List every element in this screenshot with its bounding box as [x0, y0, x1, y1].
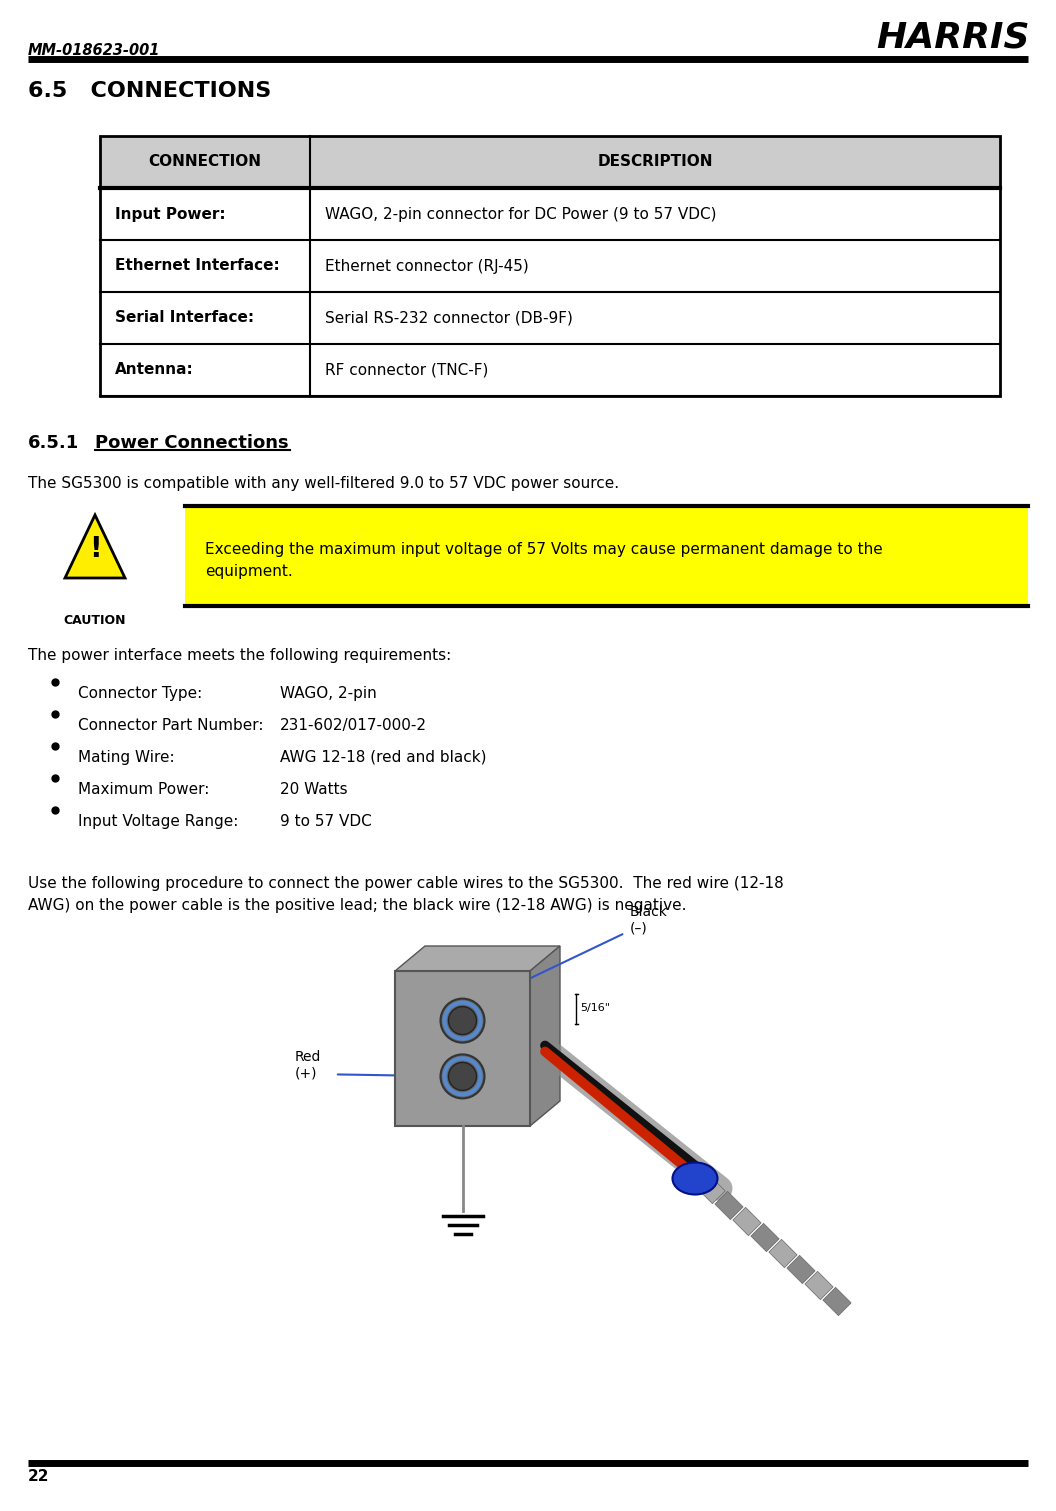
Circle shape [449, 1062, 476, 1091]
Bar [185, 506, 1027, 606]
Text: The power interface meets the following requirements:: The power interface meets the following … [29, 648, 451, 663]
Circle shape [449, 1006, 476, 1035]
Text: CAUTION: CAUTION [63, 613, 127, 627]
Text: Serial RS-232 connector (DB-9F): Serial RS-232 connector (DB-9F) [325, 310, 572, 325]
Text: WAGO, 2-pin connector for DC Power (9 to 57 VDC): WAGO, 2-pin connector for DC Power (9 to… [325, 207, 717, 222]
Text: Use the following procedure to connect the power cable wires to the SG5300.  The: Use the following procedure to connect t… [29, 876, 784, 891]
Text: 9 to 57 VDC: 9 to 57 VDC [280, 814, 372, 830]
Bar [823, 1287, 851, 1316]
Text: CONNECTION: CONNECTION [149, 154, 262, 169]
Text: Red: Red [295, 1050, 321, 1064]
Polygon shape [395, 946, 560, 972]
Text: Input Power:: Input Power: [115, 207, 226, 222]
Text: 22: 22 [29, 1469, 50, 1484]
Text: Black: Black [630, 905, 667, 919]
Text: MM-018623-001: MM-018623-001 [29, 42, 161, 57]
Bar [733, 1207, 761, 1236]
Text: Connector Part Number:: Connector Part Number: [78, 718, 264, 733]
Text: Ethernet Interface:: Ethernet Interface: [115, 258, 280, 273]
Bar [100, 136, 1000, 396]
Text: 6.5.1: 6.5.1 [29, 434, 79, 452]
Text: 20 Watts: 20 Watts [280, 783, 347, 796]
Text: Power Connections: Power Connections [95, 434, 288, 452]
Text: RF connector (TNC-F): RF connector (TNC-F) [325, 363, 488, 378]
Text: Input Voltage Range:: Input Voltage Range: [78, 814, 239, 830]
Text: HARRIS: HARRIS [876, 21, 1030, 54]
Bar [787, 1256, 815, 1284]
Ellipse shape [673, 1162, 717, 1195]
Bar [769, 1239, 797, 1268]
Bar [715, 1191, 743, 1219]
Bar [751, 1224, 779, 1251]
Text: Ethernet connector (RJ-45): Ethernet connector (RJ-45) [325, 258, 529, 273]
Text: 231-602/017-000-2: 231-602/017-000-2 [280, 718, 427, 733]
Bar [697, 1176, 725, 1204]
Text: DESCRIPTION: DESCRIPTION [598, 154, 713, 169]
Text: AWG 12-18 (red and black): AWG 12-18 (red and black) [280, 749, 487, 765]
Text: (–): (–) [630, 922, 647, 935]
Text: Maximum Power:: Maximum Power: [78, 783, 209, 796]
Text: (+): (+) [295, 1067, 318, 1080]
Polygon shape [530, 946, 560, 1126]
Text: equipment.: equipment. [205, 564, 293, 579]
Circle shape [440, 1055, 485, 1098]
Bar [100, 136, 1000, 187]
Text: 6.5   CONNECTIONS: 6.5 CONNECTIONS [29, 82, 271, 101]
Text: 5/16": 5/16" [580, 1003, 610, 1014]
Bar [395, 972, 530, 1126]
Text: !: ! [89, 535, 101, 564]
Bar [805, 1271, 833, 1299]
Text: AWG) on the power cable is the positive lead; the black wire (12-18 AWG) is nega: AWG) on the power cable is the positive … [29, 898, 686, 913]
Text: Exceeding the maximum input voltage of 57 Volts may cause permanent damage to th: Exceeding the maximum input voltage of 5… [205, 542, 883, 558]
Text: Connector Type:: Connector Type: [78, 686, 203, 701]
Circle shape [440, 999, 485, 1043]
Text: Serial Interface:: Serial Interface: [115, 310, 254, 325]
Polygon shape [65, 515, 125, 579]
Text: Antenna:: Antenna: [115, 363, 193, 378]
Text: Mating Wire:: Mating Wire: [78, 749, 174, 765]
Text: The SG5300 is compatible with any well-filtered 9.0 to 57 VDC power source.: The SG5300 is compatible with any well-f… [29, 476, 619, 491]
Text: WAGO, 2-pin: WAGO, 2-pin [280, 686, 377, 701]
